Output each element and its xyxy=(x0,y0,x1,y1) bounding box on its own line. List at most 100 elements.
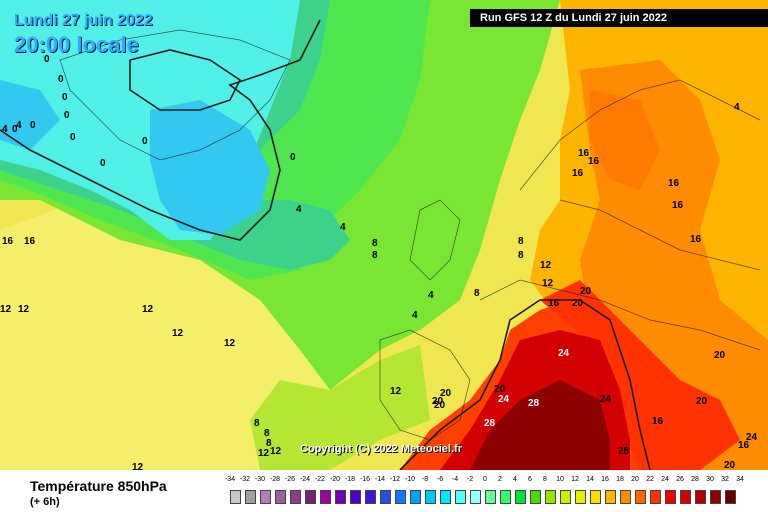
legend-swatch xyxy=(515,490,526,504)
legend-swatch xyxy=(680,490,691,504)
isotherm-label: 0 xyxy=(70,132,76,143)
legend-tick: 24 xyxy=(661,476,669,483)
isotherm-label: 12 xyxy=(270,446,282,457)
scandinavia-warm xyxy=(590,90,660,190)
isotherm-label: 20 xyxy=(696,396,708,407)
legend-swatch xyxy=(710,490,721,504)
isotherm-twenty xyxy=(399,299,651,470)
legend-swatch xyxy=(425,490,436,504)
legend-tick: 10 xyxy=(556,476,564,483)
legend-swatch xyxy=(290,490,301,504)
cold-blue-zone xyxy=(150,100,270,235)
coastlines xyxy=(59,29,761,441)
legend-tick: 30 xyxy=(706,476,714,483)
forecast-date-label: Lundi 27 juin 2022 xyxy=(14,12,153,29)
legend-tick: 2 xyxy=(498,476,502,483)
isotherm-label: 8 xyxy=(474,288,480,299)
legend-tick: -26 xyxy=(284,476,296,483)
isotherm-label: 12 xyxy=(258,448,270,459)
isotherm-label: 0 xyxy=(30,120,36,131)
legend-swatch xyxy=(530,490,541,504)
legend-tick: -8 xyxy=(421,476,429,483)
legend-tick: 22 xyxy=(646,476,654,483)
legend-tick: 18 xyxy=(616,476,624,483)
isotherm-label: 12 xyxy=(390,386,402,397)
british-isles-coast xyxy=(409,199,461,281)
isotherm-label: 16 xyxy=(548,298,560,309)
isotherm-label: 12 xyxy=(224,338,236,349)
legend-swatch xyxy=(650,490,661,504)
legend-swatch xyxy=(605,490,616,504)
isotherm-label: 12 xyxy=(132,462,144,470)
isotherm-label: 20 xyxy=(494,384,506,395)
legend-swatch xyxy=(590,490,601,504)
isotherm-label: 0 xyxy=(142,136,148,147)
legend-swatch xyxy=(455,490,466,504)
isotherm-label-group: 0 0 0 0 0 0 0 0 0 0 4 4 4 4 4 4 4 8 8 8 … xyxy=(0,54,758,470)
isotherm-label: 0 xyxy=(64,110,70,121)
isotherm-label: 4 xyxy=(428,290,434,301)
isotherm-label: 4 xyxy=(16,120,22,131)
isotherm-label: 4 xyxy=(734,102,740,113)
temperature-map: 0 0 0 0 0 0 0 0 0 0 4 4 4 4 4 4 4 8 8 8 … xyxy=(0,0,768,470)
legend-tick: 26 xyxy=(676,476,684,483)
isotherm-label: 20 xyxy=(724,460,736,470)
legend-tick: -22 xyxy=(314,476,326,483)
isotherm-label: 28 xyxy=(618,446,630,457)
isotherm-label: 8 xyxy=(264,428,270,439)
isotherm-label: 28 xyxy=(528,398,540,409)
isotherm-label: 4 xyxy=(340,222,346,233)
legend-swatch xyxy=(230,490,241,504)
legend-tick: -12 xyxy=(389,476,401,483)
model-run-label: Run GFS 12 Z du Lundi 27 juin 2022 xyxy=(470,9,768,27)
isotherm-label: 12 xyxy=(540,260,552,271)
legend-tick: -30 xyxy=(254,476,266,483)
cold-blue-zone-west xyxy=(0,80,60,150)
legend-swatch xyxy=(725,490,736,504)
legend-tick: -10 xyxy=(404,476,416,483)
isotherm-label: 20 xyxy=(580,286,592,297)
isotherm-label: 24 xyxy=(600,394,612,405)
isotherm-label: 20 xyxy=(714,350,726,361)
legend-tick: 8 xyxy=(543,476,547,483)
legend-swatch xyxy=(470,490,481,504)
legend-tick: -16 xyxy=(359,476,371,483)
isotherm-label: 0 xyxy=(44,54,50,65)
legend-swatch xyxy=(440,490,451,504)
scandinavia-coast xyxy=(519,79,761,191)
isotherm-label: 8 xyxy=(518,250,524,261)
legend-tick: -4 xyxy=(451,476,459,483)
legend-tick: 16 xyxy=(601,476,609,483)
isotherm-label: 12 xyxy=(172,328,184,339)
legend-tick: -6 xyxy=(436,476,444,483)
isotherm-label: 12 xyxy=(0,304,12,315)
legend-tick: 6 xyxy=(528,476,532,483)
legend-swatch xyxy=(665,490,676,504)
legend-tick: -14 xyxy=(374,476,386,483)
green-yellow-zone-south xyxy=(250,345,430,470)
legend-tick: 4 xyxy=(513,476,517,483)
legend-tick: 14 xyxy=(586,476,594,483)
legend-swatch xyxy=(560,490,571,504)
isotherm-label: 16 xyxy=(578,148,590,159)
isotherm-label: 20 xyxy=(432,396,444,407)
legend-swatch xyxy=(365,490,376,504)
isotherm-label: 24 xyxy=(746,432,758,443)
legend-tick: 32 xyxy=(721,476,729,483)
isotherm-label: 16 xyxy=(588,156,600,167)
isotherm-label: 12 xyxy=(542,278,554,289)
baltic-coast xyxy=(559,199,761,271)
legend-tick: 28 xyxy=(691,476,699,483)
isotherm-label: 4 xyxy=(296,204,302,215)
isotherm-label: 16 xyxy=(690,234,702,245)
legend-swatch xyxy=(320,490,331,504)
isotherm-label: 12 xyxy=(142,304,154,315)
isotherm-label: 4 xyxy=(412,310,418,321)
legend-bar: Température 850hPa (+ 6h) -34 -32 -30 -28 -2… xyxy=(0,470,768,512)
legend-swatch xyxy=(275,490,286,504)
isotherm-label: 8 xyxy=(518,236,524,247)
isotherm-label: 8 xyxy=(372,250,378,261)
legend-swatch xyxy=(245,490,256,504)
legend-tick: -2 xyxy=(466,476,474,483)
legend-tick: -24 xyxy=(299,476,311,483)
